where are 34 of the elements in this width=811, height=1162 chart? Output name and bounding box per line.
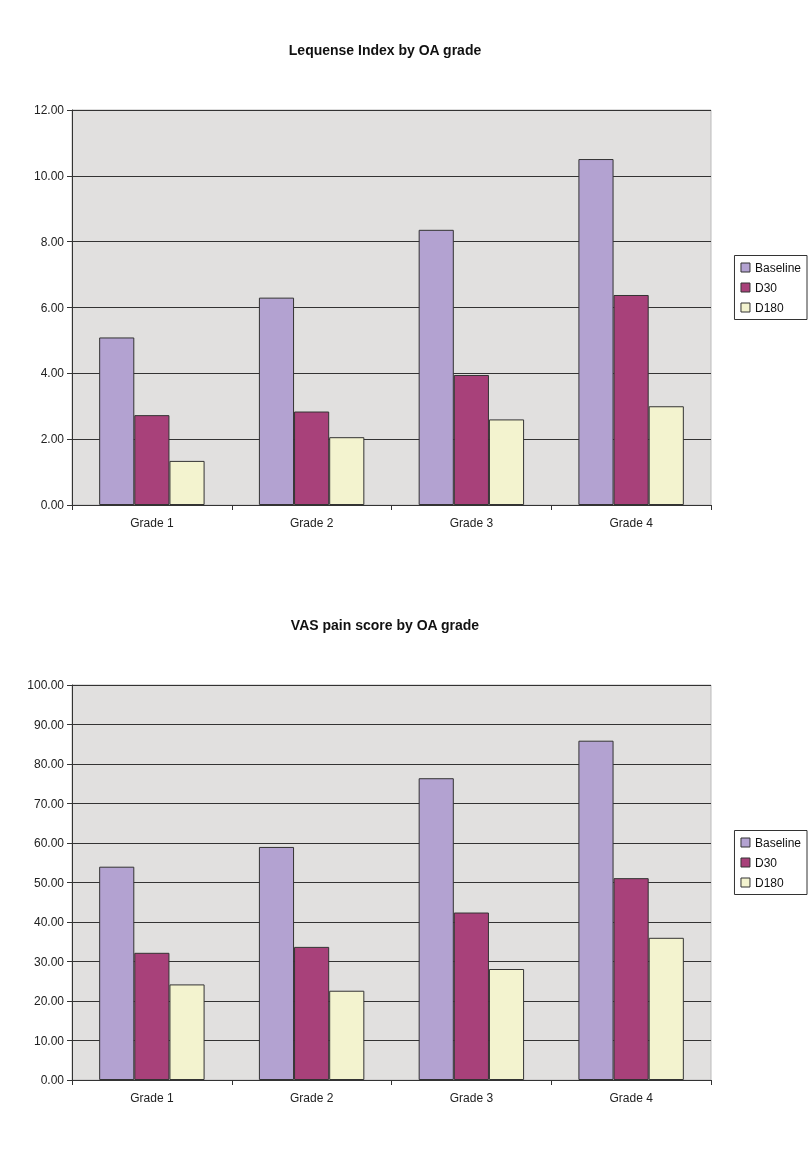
legend-label: D180 bbox=[754, 875, 784, 890]
y-tick-label: 30.00 bbox=[33, 954, 65, 969]
y-tick-label: 60.00 bbox=[33, 836, 65, 850]
legend-label: D30 bbox=[754, 280, 778, 295]
chart-title: VAS pain score by OA grade bbox=[290, 617, 480, 633]
x-tick-label: Grade 4 bbox=[609, 1091, 654, 1105]
y-tick-label: 2.00 bbox=[40, 432, 65, 447]
x-tick-label: Grade 3 bbox=[449, 1091, 494, 1105]
y-tick-label: 6.00 bbox=[40, 300, 65, 315]
x-tick-label: Grade 1 bbox=[130, 516, 174, 530]
y-tick-label: 20.00 bbox=[33, 994, 65, 1008]
x-tick-label: Grade 3 bbox=[449, 516, 494, 530]
x-tick-label: Grade 2 bbox=[289, 1091, 334, 1105]
y-tick-label: 4.00 bbox=[40, 366, 65, 381]
y-tick-label: 50.00 bbox=[33, 875, 65, 890]
legend-label: D180 bbox=[754, 300, 784, 315]
y-tick-label: 10.00 bbox=[33, 168, 65, 183]
y-tick-label: 70.00 bbox=[33, 796, 65, 811]
legend-label: Baseline bbox=[754, 835, 802, 850]
y-tick-label: 90.00 bbox=[33, 717, 65, 732]
legend-label: Baseline bbox=[754, 260, 802, 275]
y-tick-label: 0.00 bbox=[40, 1073, 65, 1087]
y-tick-label: 10.00 bbox=[33, 1033, 65, 1048]
y-tick-label: 12.00 bbox=[33, 103, 65, 117]
chart-title: Lequense Index by OA grade bbox=[288, 42, 482, 58]
y-tick-label: 0.00 bbox=[40, 498, 65, 512]
y-tick-label: 80.00 bbox=[33, 757, 65, 771]
y-tick-label: 100.00 bbox=[27, 678, 65, 692]
x-tick-label: Grade 4 bbox=[609, 516, 654, 530]
x-tick-label: Grade 2 bbox=[289, 516, 334, 530]
x-tick-label: Grade 1 bbox=[130, 1091, 174, 1105]
y-tick-label: 40.00 bbox=[33, 915, 65, 929]
y-tick-label: 8.00 bbox=[40, 234, 65, 249]
legend-label: D30 bbox=[754, 855, 778, 870]
